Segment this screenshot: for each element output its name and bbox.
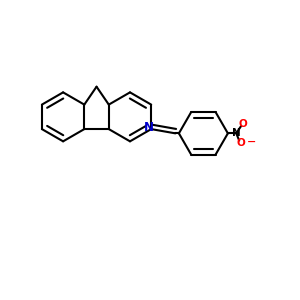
Text: N: N xyxy=(143,122,154,134)
Text: O: O xyxy=(236,138,245,148)
Text: O: O xyxy=(238,119,247,129)
Text: N: N xyxy=(232,128,241,138)
Text: −: − xyxy=(247,137,256,147)
